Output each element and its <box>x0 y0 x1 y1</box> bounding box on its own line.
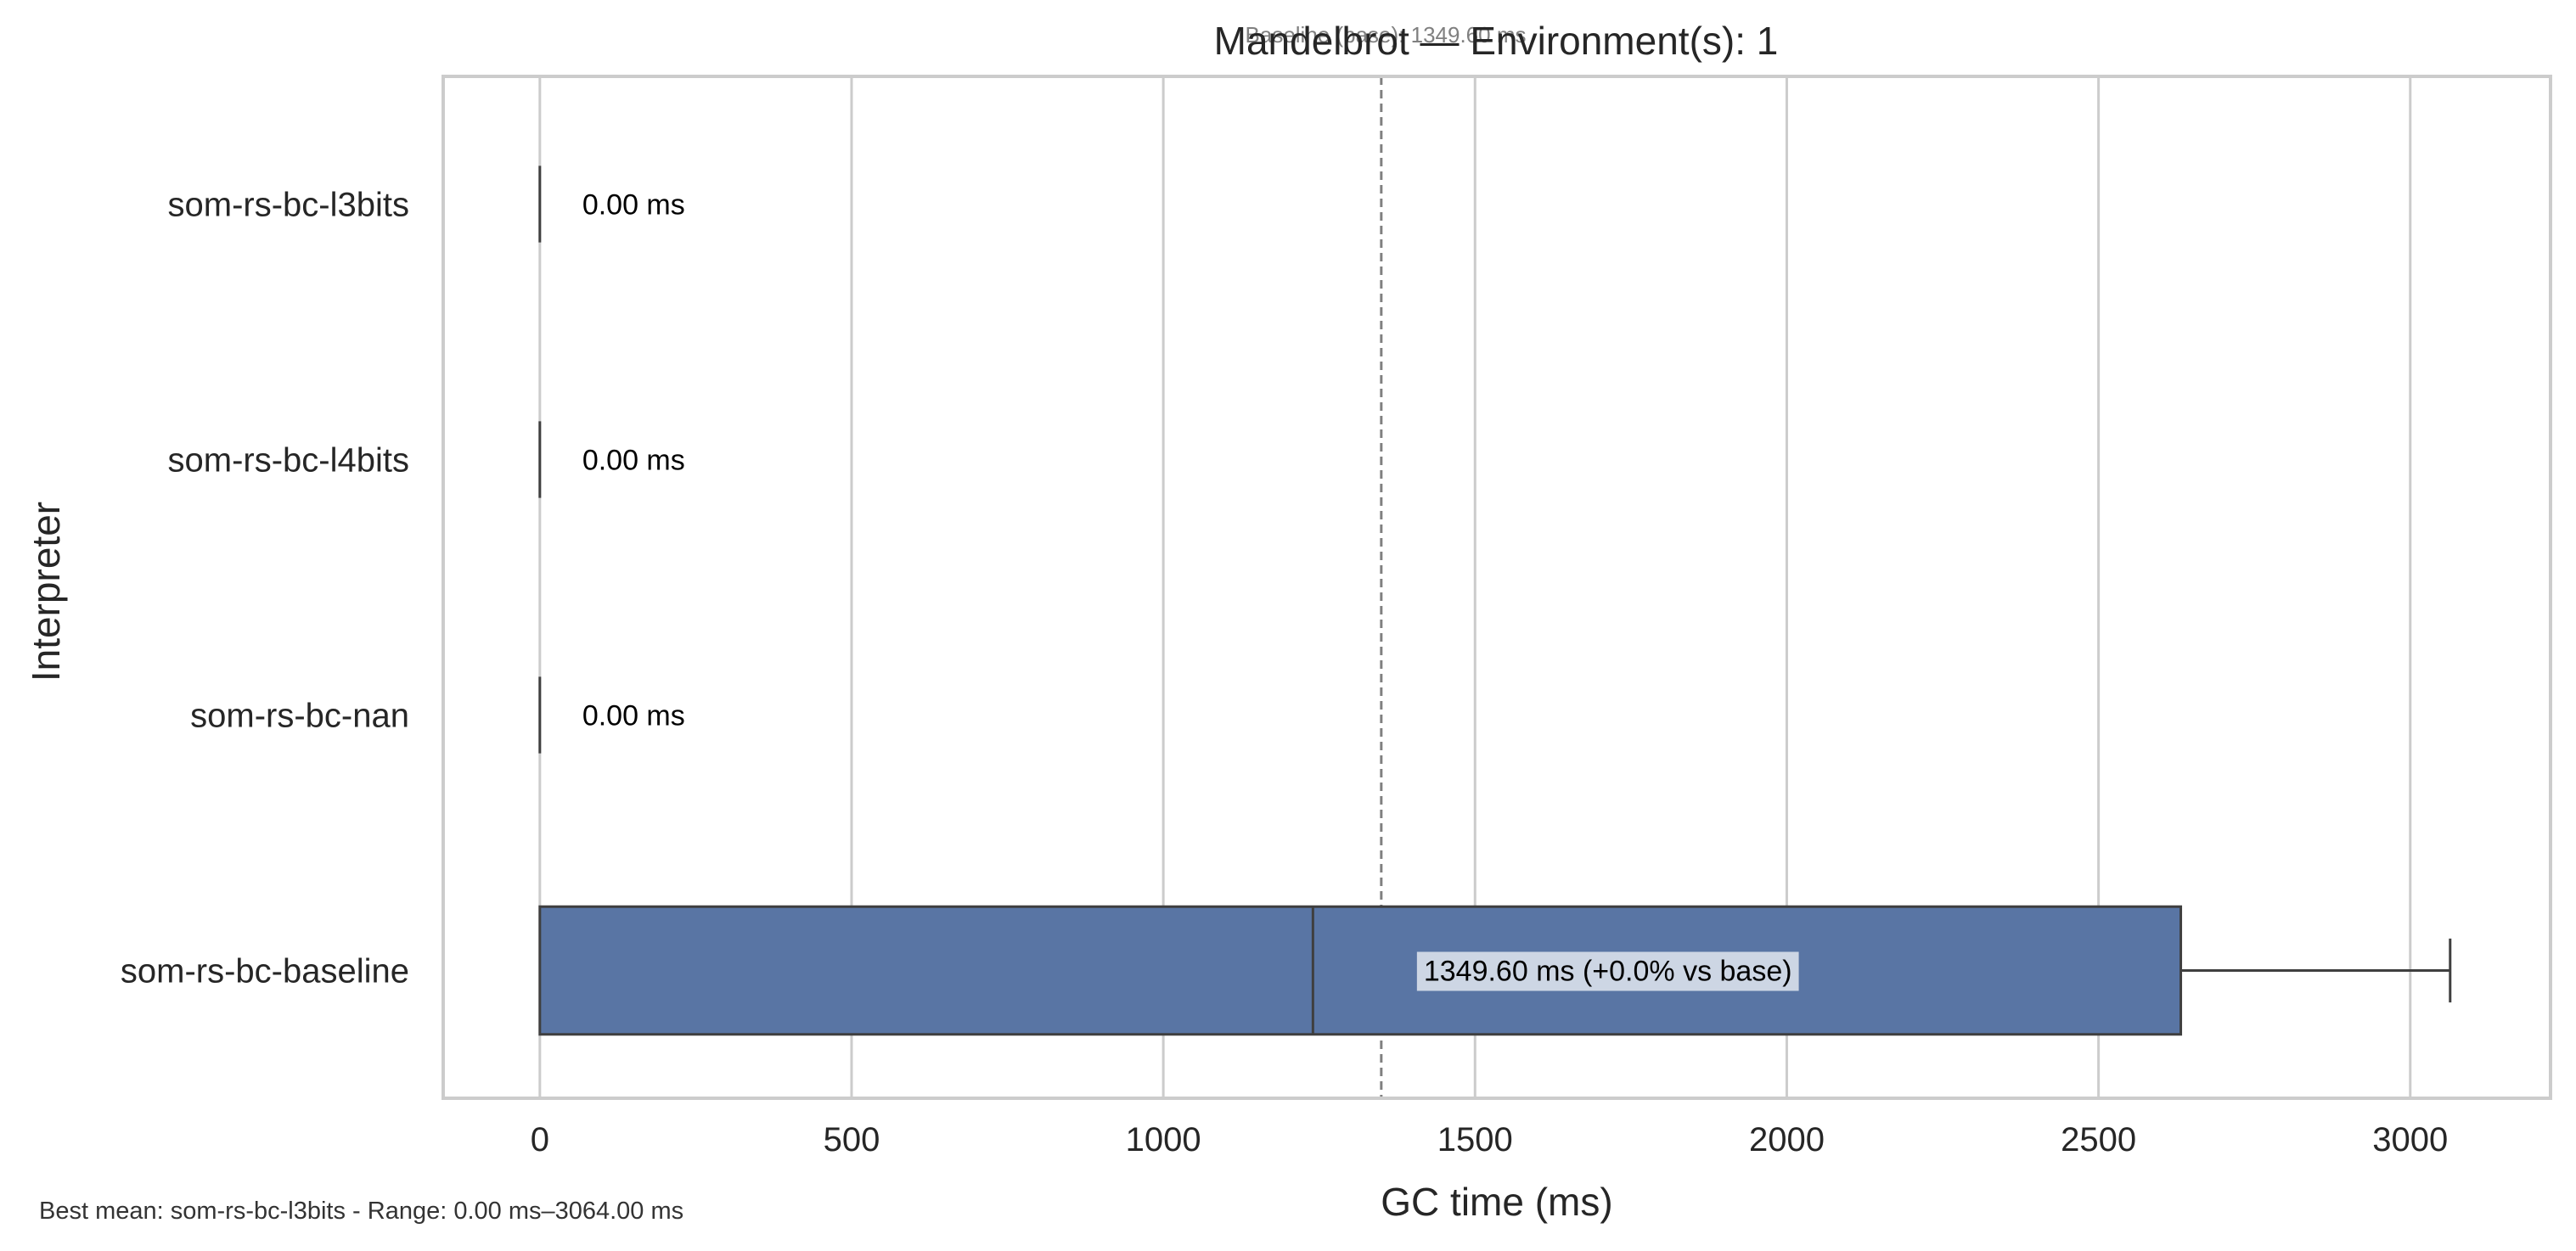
box-plots <box>538 165 2452 1036</box>
x-tick-label: 2500 <box>2061 1121 2136 1158</box>
grid-lines <box>538 76 2412 1098</box>
y-axis-label: Interpreter <box>24 502 68 682</box>
y-tick-label: som-rs-bc-l3bits <box>168 187 409 224</box>
baseline-annotation: Baseline (base): 1349.60 ms <box>1246 22 1527 48</box>
x-tick-label: 2000 <box>1749 1121 1825 1158</box>
data-labels: 0.00 ms 0.00 ms 0.00 ms 1349.60 ms (+0.0% v… <box>582 189 1799 991</box>
box-body <box>538 905 2183 1036</box>
x-tick-label: 0 <box>531 1121 549 1158</box>
y-tick-label: som-rs-bc-baseline <box>121 953 409 990</box>
y-tick-label: som-rs-bc-l4bits <box>168 442 409 480</box>
value-label: 0.00 ms <box>582 189 685 222</box>
x-axis-label: GC time (ms) <box>1381 1180 1612 1224</box>
y-tick-label: som-rs-bc-nan <box>190 698 409 735</box>
y-tick-labels: som-rs-bc-l3bits som-rs-bc-l4bits som-rs-b… <box>121 187 409 990</box>
x-tick-label: 500 <box>824 1121 880 1158</box>
value-label: 0.00 ms <box>582 445 685 477</box>
x-tick-labels: 0 500 1000 1500 2000 2500 3000 <box>531 1121 2449 1158</box>
x-tick-label: 1500 <box>1437 1121 1513 1158</box>
footnote: Best mean: som-rs-bc-l3bits - Range: 0.0… <box>39 1198 683 1225</box>
value-label: 0.00 ms <box>582 700 685 732</box>
x-tick-label: 3000 <box>2372 1121 2448 1158</box>
value-label: 1349.60 ms (+0.0% vs base) <box>1424 956 1792 988</box>
plot-frame <box>442 75 2552 1100</box>
chart-title: Mandelbrot — Environment(s): 1 <box>1214 19 1779 63</box>
x-tick-label: 1000 <box>1126 1121 1201 1158</box>
value-label-background <box>1416 951 1799 991</box>
